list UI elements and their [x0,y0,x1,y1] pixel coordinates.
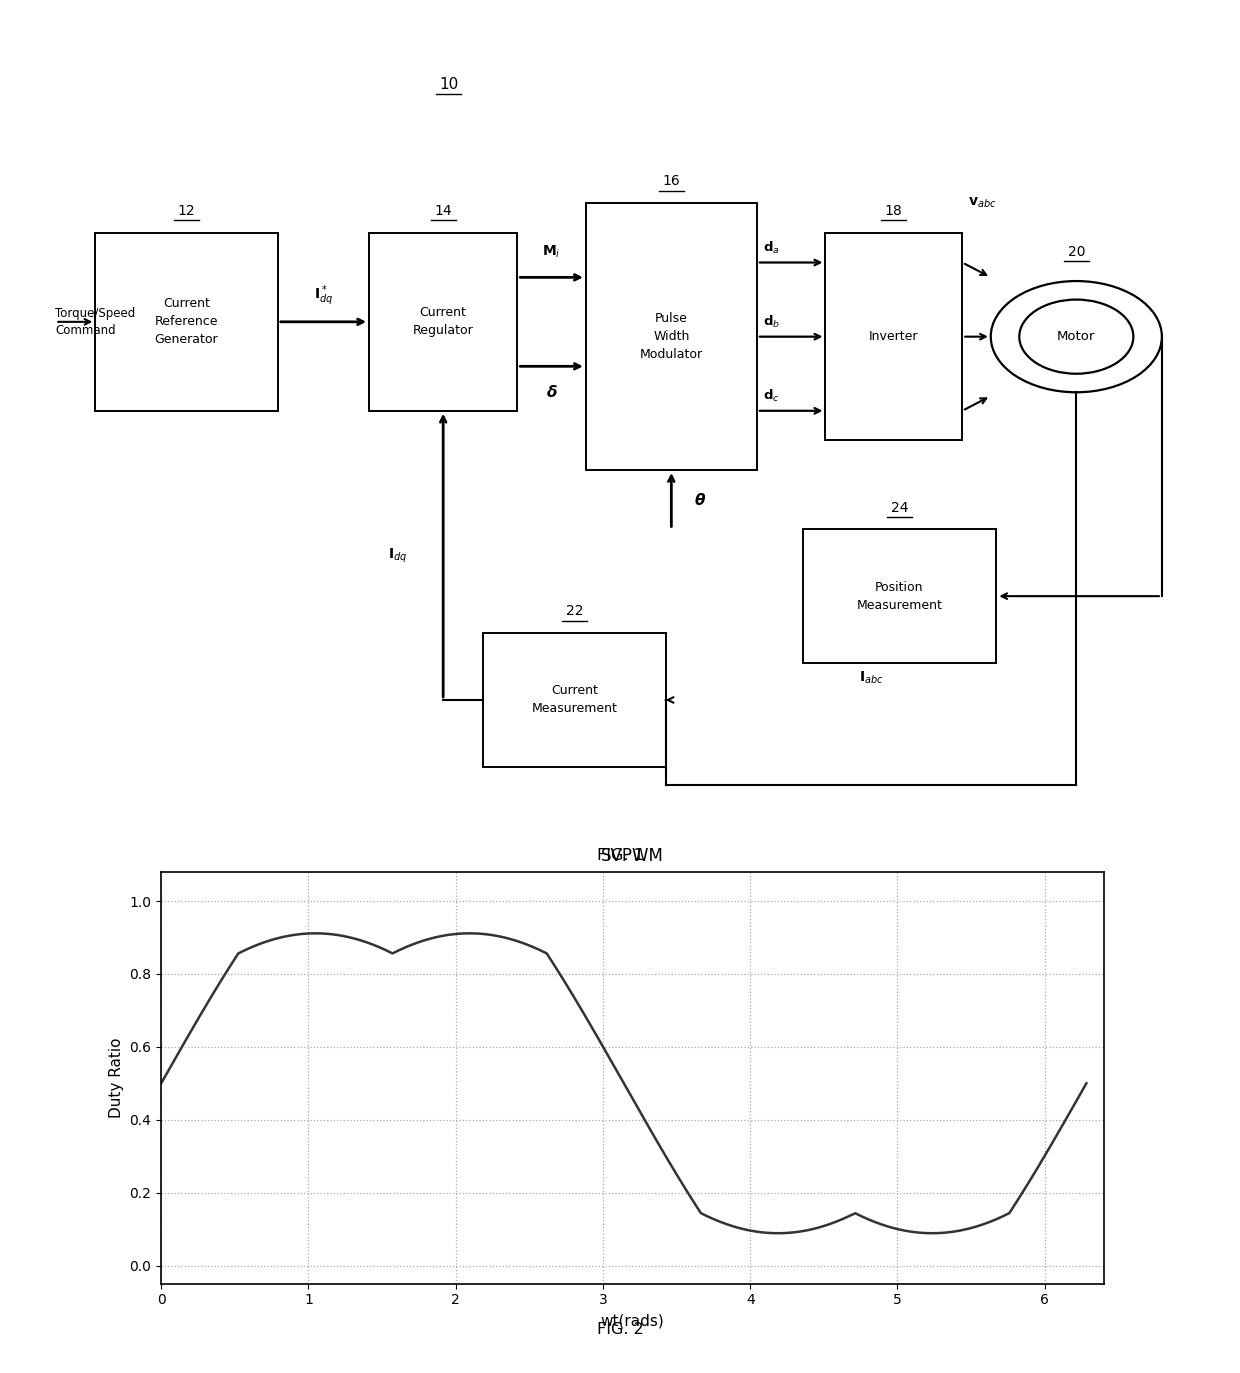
Bar [484,633,666,766]
Bar [802,530,997,663]
Bar [370,233,517,411]
X-axis label: wt(rads): wt(rads) [600,1313,665,1328]
Text: 18: 18 [885,205,903,218]
Text: Motor: Motor [1058,330,1095,343]
Bar [585,203,756,470]
Text: $\mathbf{v}_{abc}$: $\mathbf{v}_{abc}$ [968,196,997,210]
Title: SVPWM: SVPWM [601,847,663,865]
Text: Current
Reference
Generator: Current Reference Generator [155,298,218,346]
Text: $\mathbf{d}_c$: $\mathbf{d}_c$ [763,389,779,404]
Text: 14: 14 [434,205,453,218]
Text: 20: 20 [1068,244,1085,258]
Text: 12: 12 [177,205,196,218]
Text: $\mathbf{I}_{dq}^*$: $\mathbf{I}_{dq}^*$ [314,284,334,308]
Text: FIG. 1: FIG. 1 [596,849,644,864]
Text: $\mathbf{d}_b$: $\mathbf{d}_b$ [763,314,780,330]
Text: Pulse
Width
Modulator: Pulse Width Modulator [640,312,703,361]
Text: Torque/Speed
Command: Torque/Speed Command [56,306,135,336]
Text: $\mathbf{I}_{abc}$: $\mathbf{I}_{abc}$ [858,670,883,686]
Text: 24: 24 [890,501,908,515]
Bar [826,233,962,441]
Bar [95,233,278,411]
Text: $\mathbf{d}_a$: $\mathbf{d}_a$ [763,240,779,255]
Text: 10: 10 [439,77,459,92]
Text: 22: 22 [565,604,583,618]
Text: $\mathbf{M}_i$: $\mathbf{M}_i$ [542,243,560,259]
Text: Current
Regulator: Current Regulator [413,306,474,338]
Y-axis label: Duty Ratio: Duty Ratio [109,1038,124,1118]
Text: FIG. 2: FIG. 2 [596,1322,644,1336]
Text: $\boldsymbol{\theta}$: $\boldsymbol{\theta}$ [694,492,706,508]
Text: 16: 16 [662,174,681,188]
Text: Position
Measurement: Position Measurement [857,581,942,611]
Text: $\mathbf{I}_{dq}$: $\mathbf{I}_{dq}$ [388,546,407,564]
Text: $\boldsymbol{\delta}$: $\boldsymbol{\delta}$ [546,384,558,401]
Text: Current
Measurement: Current Measurement [532,685,618,715]
Text: Inverter: Inverter [869,330,919,343]
